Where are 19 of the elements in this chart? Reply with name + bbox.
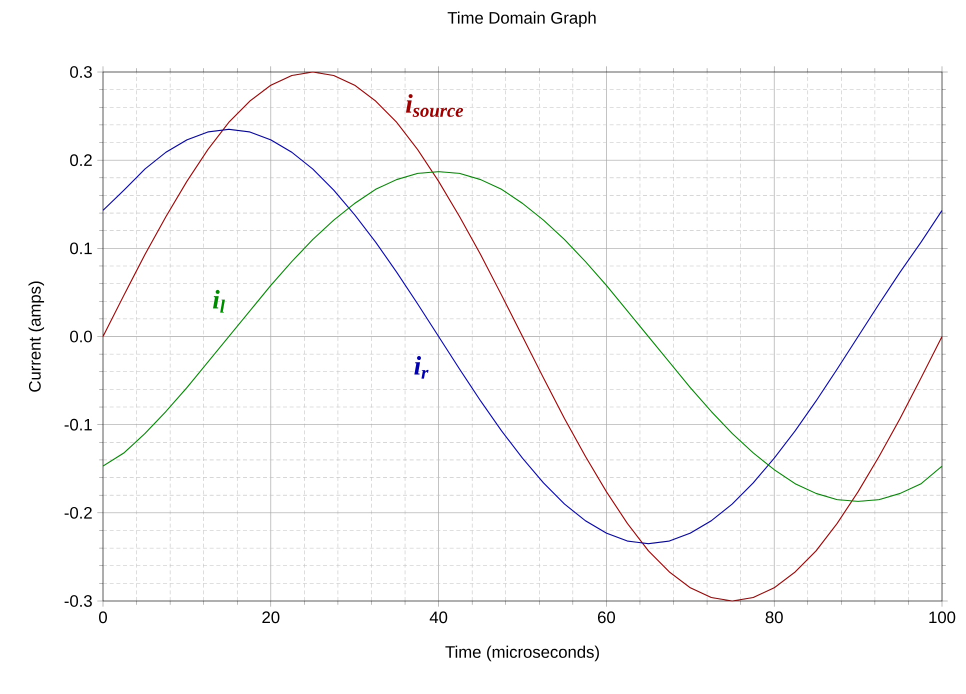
- series-label: i$_{r}$: [414, 356, 429, 379]
- y-tick-label: 0.3: [70, 66, 92, 78]
- y-axis-title: Current (amps): [28, 282, 44, 392]
- chart-title: Time Domain Graph: [448, 12, 596, 28]
- x-tick-label: 40: [430, 611, 448, 624]
- y-tick-label: -0.2: [64, 506, 92, 519]
- y-tick-label: -0.1: [64, 418, 92, 431]
- x-tick-label: 60: [598, 611, 616, 624]
- x-axis-title: Time (microseconds): [445, 646, 599, 662]
- y-tick-label: 0.0: [70, 330, 92, 342]
- x-tick-label: 80: [766, 611, 783, 624]
- x-tick-label: 100: [929, 611, 956, 624]
- x-tick-label: 20: [262, 611, 280, 624]
- y-tick-label: -0.3: [64, 595, 92, 607]
- y-tick-label: 0.1: [70, 242, 92, 254]
- series-label: i$_{l}$: [213, 290, 225, 313]
- x-tick-label: 0: [99, 611, 107, 624]
- series-label: i$_{source}$: [406, 94, 464, 117]
- y-tick-label: 0.2: [70, 154, 92, 166]
